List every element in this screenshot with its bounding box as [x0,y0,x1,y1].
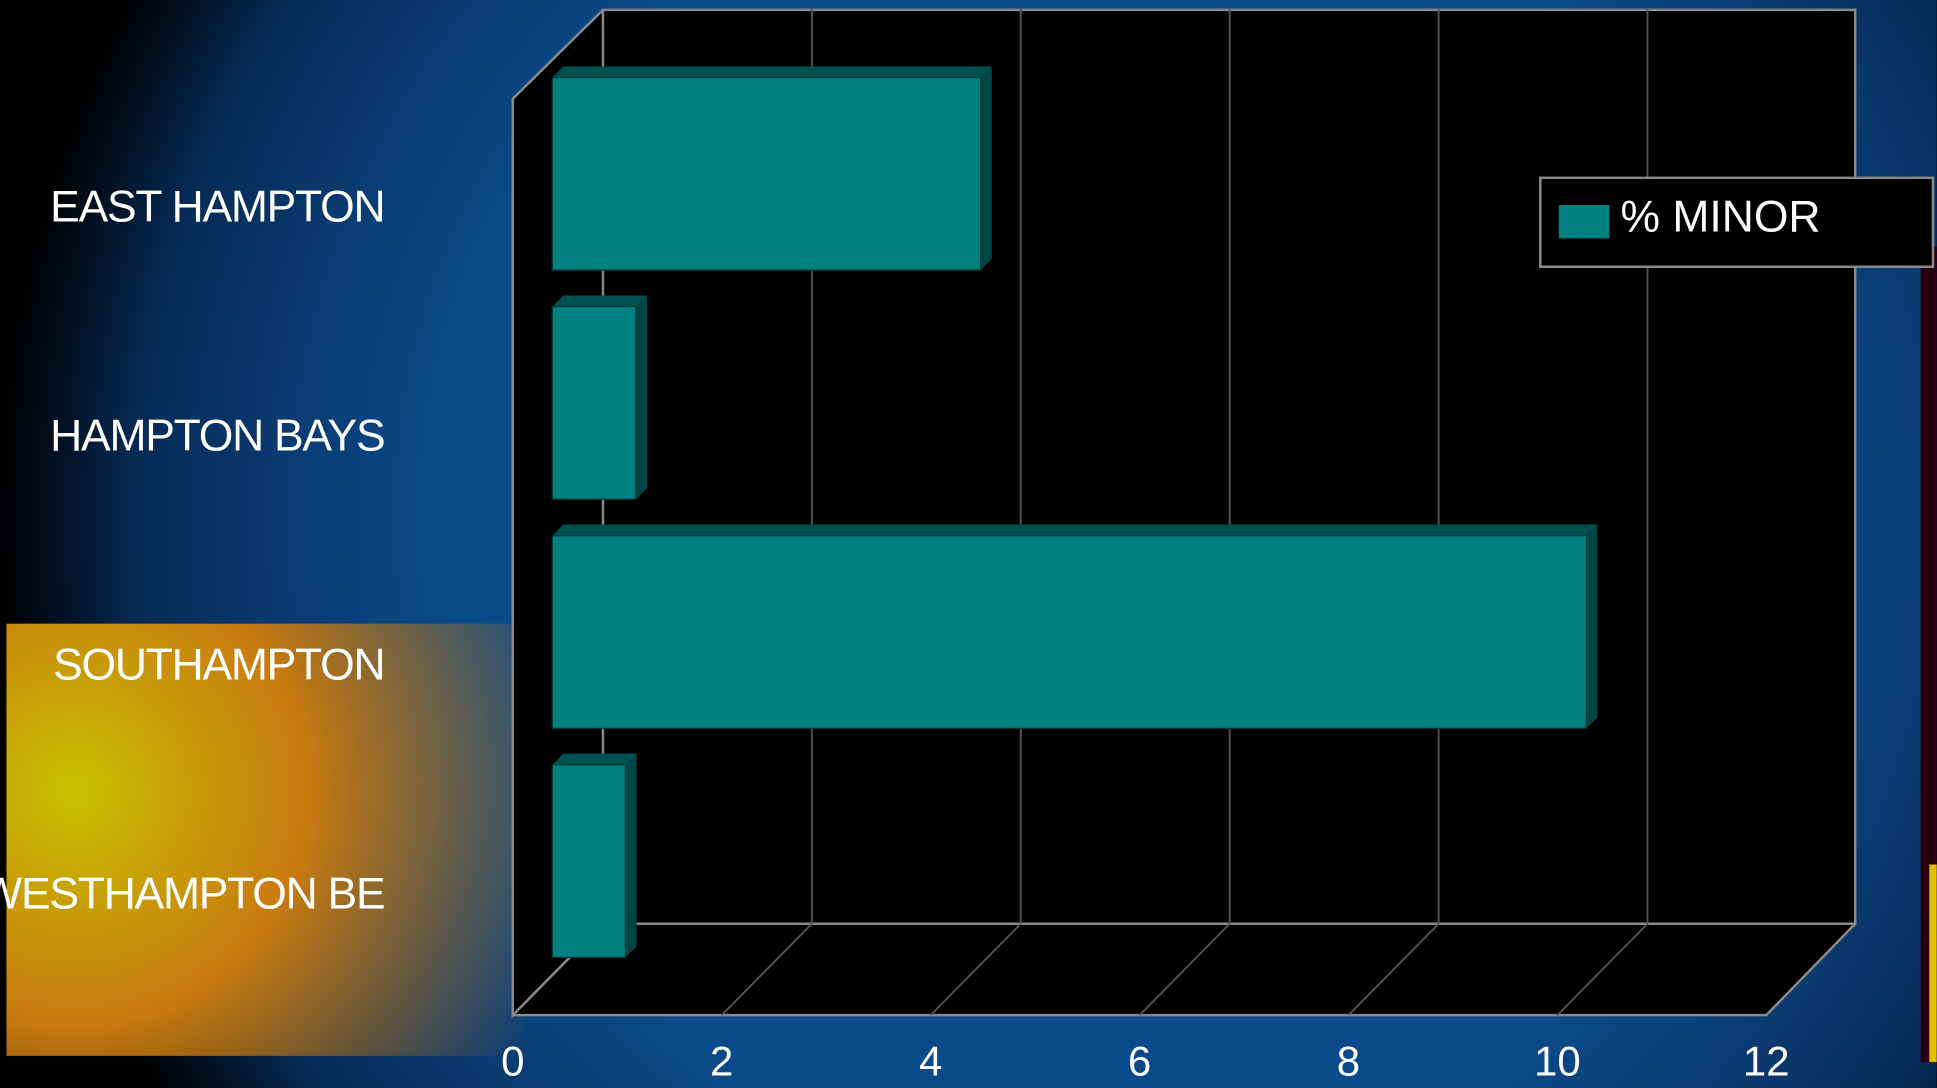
bar [551,76,982,271]
bar-side [980,66,992,271]
x-tick-label: 2 [710,1038,733,1085]
grid-line [1138,923,1231,1016]
bar-top [552,753,637,765]
grid-line [1347,923,1440,1016]
y-tick-label: SOUTHAMPTON [53,641,384,690]
background-glow [6,623,526,1056]
x-tick-label: 8 [1337,1038,1360,1085]
y-tick-label: WESTHAMPTON BE [0,870,384,919]
grid-line [721,923,813,1016]
edge-stripe [1920,246,1937,1063]
edge-stripe [1929,864,1937,1063]
y-tick-label: EAST HAMPTON [50,182,384,231]
x-tick-label: 10 [1534,1038,1581,1085]
legend-swatch [1558,205,1610,239]
y-tick-label: HAMPTON BAYS [50,411,384,460]
x-tick-label: 12 [1743,1038,1790,1085]
legend-label: % MINOR [1621,193,1821,242]
bar-side [635,295,647,500]
bar-side [1586,524,1598,729]
grid-line [929,923,1022,1016]
grid-line [1556,923,1649,1016]
x-tick-label: 6 [1128,1038,1151,1085]
bar [551,764,627,959]
x-tick-label: 0 [501,1038,524,1085]
bar [551,305,637,500]
bar [551,535,1588,729]
bar-top [552,66,992,78]
x-tick-label: 4 [919,1038,942,1085]
bar-top [552,524,1598,536]
bar-top [552,295,647,307]
bar-side [625,753,637,958]
side-wall [511,9,604,1019]
